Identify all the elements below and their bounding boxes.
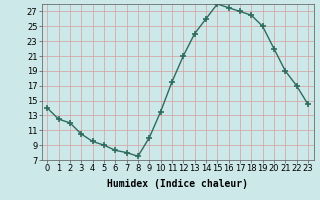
X-axis label: Humidex (Indice chaleur): Humidex (Indice chaleur) [107, 179, 248, 189]
